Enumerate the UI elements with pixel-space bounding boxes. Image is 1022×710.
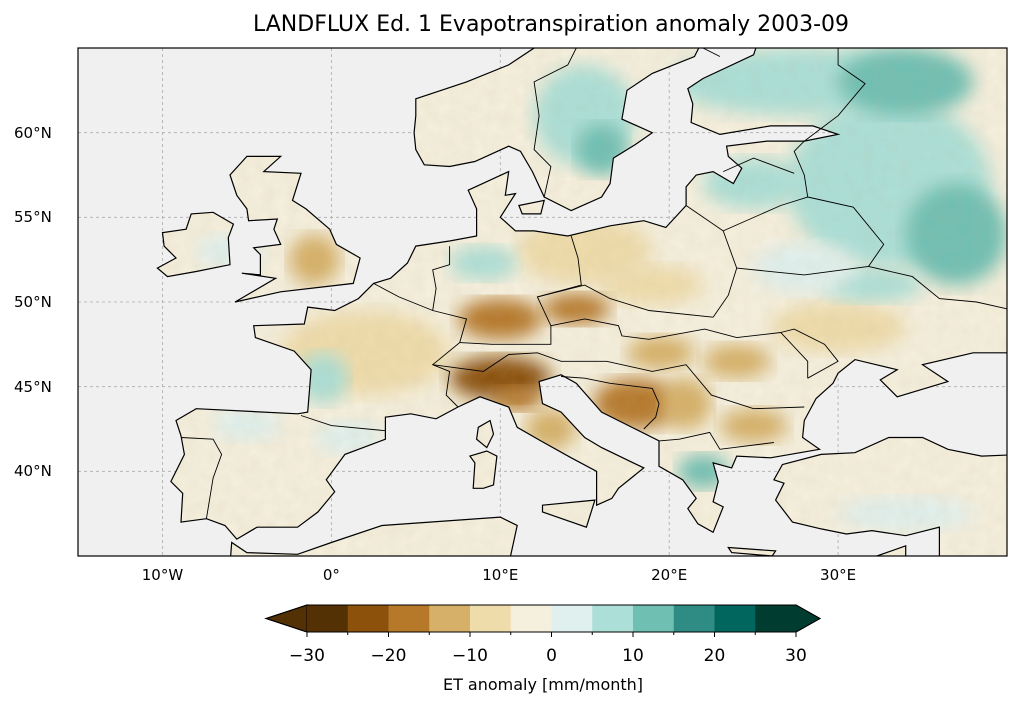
x-tick-label: 10°W	[141, 566, 184, 584]
coastline-africa	[230, 516, 518, 556]
colorbar-extend-max	[795, 604, 822, 633]
country-border	[432, 246, 451, 311]
coastline-sicily	[541, 499, 596, 528]
country-borders	[180, 48, 1007, 519]
colorbar-bin	[347, 605, 389, 632]
x-tick-label: 30°E	[820, 566, 857, 584]
colorbar-extend-min	[264, 604, 308, 633]
x-tick-label: 20°E	[651, 566, 688, 584]
coastline-scandinavia	[413, 48, 700, 212]
coastline-anatolia	[773, 436, 1007, 556]
colorbar-tick-label: −10	[452, 646, 488, 666]
country-border	[432, 352, 805, 410]
x-tick-label: 0°	[322, 566, 340, 584]
country-border	[723, 157, 795, 174]
coastline-ireland	[156, 211, 235, 278]
y-tick-label: 45°N	[14, 377, 52, 396]
country-border	[537, 284, 714, 318]
country-border	[533, 48, 577, 198]
y-tick-label: 40°N	[14, 462, 52, 481]
colorbar-tick-label: 20	[703, 646, 726, 666]
coastline-sardinia	[468, 450, 498, 489]
coastline-corsica	[475, 419, 495, 449]
colorbar-tick-label: −20	[370, 646, 407, 666]
map-plot	[77, 47, 1008, 557]
colorbar-bin	[633, 605, 675, 632]
coastline-crete	[727, 546, 777, 556]
colorbar-tick-label: 0	[546, 646, 557, 666]
y-tick-label: 50°N	[14, 293, 52, 311]
colorbar-bin	[388, 605, 430, 632]
country-border	[300, 415, 386, 432]
coastline-britain	[229, 155, 361, 303]
colorbar-bin	[592, 605, 634, 632]
country-border	[804, 48, 866, 142]
colorbar-tick-label: −30	[289, 646, 325, 666]
plot-frame	[77, 47, 1008, 557]
colorbar-bin	[307, 605, 349, 632]
colorbar-bin	[755, 605, 797, 632]
colorbar-tick-label: 10	[622, 646, 644, 666]
y-tick-label: 55°N	[14, 208, 52, 227]
colorbar-bin	[470, 605, 512, 632]
colorbar-bin	[551, 605, 593, 632]
colorbar-bin	[673, 605, 715, 632]
map-title: LANDFLUX Ed. 1 Evapotranspiration anomal…	[253, 12, 849, 37]
country-border	[736, 196, 885, 276]
country-border	[780, 328, 839, 379]
colorbar-label: ET anomaly [mm/month]	[442, 675, 644, 694]
country-border	[561, 376, 660, 430]
country-border	[658, 431, 774, 450]
x-tick-label: 10°E	[482, 566, 519, 584]
coastline-zealand	[518, 199, 546, 215]
country-border	[723, 140, 809, 232]
country-border	[180, 437, 223, 519]
y-tick-label: 60°N	[14, 123, 52, 142]
colorbar-bin	[714, 605, 756, 632]
country-border	[702, 48, 721, 57]
colorbar-bin	[510, 605, 552, 632]
colorbar-tick-label: 30	[785, 646, 807, 666]
colorbar-bin	[429, 605, 471, 632]
coastline-mainland	[170, 48, 1007, 540]
coastline-cyprus	[876, 544, 907, 556]
country-border	[868, 265, 1007, 310]
coastlines	[156, 48, 1007, 556]
country-border	[550, 318, 809, 379]
country-border	[459, 235, 582, 345]
